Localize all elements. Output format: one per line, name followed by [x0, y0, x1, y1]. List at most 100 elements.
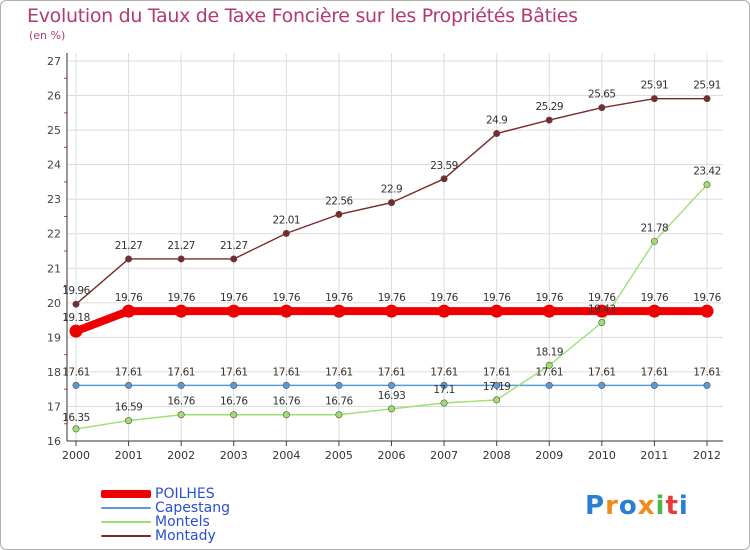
logo-letter: P [585, 491, 606, 521]
data-label-montady: 21.27 [167, 240, 195, 252]
y-tick-label: 19 [47, 331, 61, 344]
legend-item-montady: Montady [101, 529, 230, 543]
data-label-capestang: 17.61 [430, 366, 458, 378]
data-label-capestang: 17.61 [167, 366, 195, 378]
data-point-montady [545, 116, 553, 124]
data-label-montady: 24.9 [486, 115, 507, 127]
data-label-montels: 16.76 [325, 396, 353, 408]
legend-label: POILHES [155, 486, 215, 502]
data-point-montady [598, 104, 606, 112]
data-point-montels [125, 417, 133, 425]
data-point-capestang [387, 381, 395, 389]
legend-item-capestang: Capestang [101, 501, 230, 515]
x-tick-label: 2006 [378, 449, 406, 462]
data-point-poilhes [490, 304, 504, 318]
data-label-poilhes: 19.76 [641, 292, 669, 304]
x-tick-label: 2012 [693, 449, 721, 462]
data-point-montels [282, 411, 290, 419]
data-label-capestang: 17.61 [325, 366, 353, 378]
data-point-poilhes [700, 304, 714, 318]
data-label-poilhes: 19.76 [693, 292, 721, 304]
data-point-capestang [72, 381, 80, 389]
data-label-capestang: 17.61 [483, 366, 511, 378]
legend-swatch [101, 535, 151, 537]
x-tick-label: 2000 [62, 449, 90, 462]
legend-swatch [101, 490, 151, 498]
data-label-capestang: 17.61 [641, 366, 669, 378]
data-label-poilhes: 19.76 [273, 292, 301, 304]
data-label-poilhes: 19.76 [483, 292, 511, 304]
data-point-montady [177, 255, 185, 263]
data-point-montels [598, 319, 606, 327]
data-point-poilhes [279, 304, 293, 318]
data-point-capestang [650, 381, 658, 389]
data-point-capestang [703, 381, 711, 389]
logo-letter: o [618, 491, 638, 521]
y-tick-label: 17 [47, 400, 61, 413]
data-label-montady: 21.27 [220, 240, 248, 252]
data-label-montady: 25.91 [693, 80, 721, 92]
data-point-poilhes [174, 304, 188, 318]
y-tick-label: 18 [47, 366, 61, 379]
x-tick-label: 2003 [220, 449, 248, 462]
data-label-montady: 25.29 [535, 101, 563, 113]
data-label-montels: 16.76 [273, 396, 301, 408]
data-label-capestang: 17.61 [588, 366, 616, 378]
data-point-capestang [177, 381, 185, 389]
data-point-poilhes [542, 304, 556, 318]
data-point-montady [650, 95, 658, 103]
data-label-montady: 23.59 [430, 160, 458, 172]
proxiti-logo: Proxiti [585, 491, 689, 521]
data-point-montady [387, 199, 395, 207]
legend-item-poilhes: POILHES [101, 487, 230, 501]
data-point-montels [703, 181, 711, 189]
data-label-montady: 25.91 [641, 80, 669, 92]
y-tick-label: 23 [47, 193, 61, 206]
data-point-capestang [335, 381, 343, 389]
x-tick-label: 2008 [483, 449, 511, 462]
data-label-capestang: 17.61 [115, 366, 143, 378]
legend-swatch [101, 521, 151, 523]
data-label-poilhes: 19.76 [535, 292, 563, 304]
data-point-montady [282, 229, 290, 237]
data-label-poilhes: 19.18 [62, 312, 90, 324]
data-point-montady [230, 255, 238, 263]
y-tick-label: 24 [47, 159, 61, 172]
data-label-poilhes: 19.76 [430, 292, 458, 304]
legend-label: Montels [155, 514, 210, 530]
data-point-poilhes [69, 324, 83, 338]
data-label-montels: 16.93 [378, 390, 406, 402]
data-label-capestang: 17.61 [378, 366, 406, 378]
data-label-montady: 21.27 [115, 240, 143, 252]
data-point-poilhes [647, 304, 661, 318]
data-point-montady [72, 300, 80, 308]
data-point-capestang [440, 381, 448, 389]
data-point-montady [335, 210, 343, 218]
data-point-poilhes [332, 304, 346, 318]
y-tick-label: 20 [47, 297, 61, 310]
data-label-montels: 16.59 [115, 402, 143, 414]
y-tick-label: 21 [47, 262, 61, 275]
data-point-montels [545, 361, 553, 369]
data-label-poilhes: 19.76 [115, 292, 143, 304]
data-point-montels [387, 405, 395, 413]
chart-subtitle: (en %) [29, 29, 66, 42]
data-label-montels: 16.35 [62, 412, 90, 424]
y-tick-label: 25 [47, 124, 61, 137]
legend-label: Capestang [155, 500, 230, 516]
data-point-capestang [230, 381, 238, 389]
y-tick-label: 27 [47, 55, 61, 68]
data-point-poilhes [595, 304, 609, 318]
data-label-montels: 16.76 [167, 396, 195, 408]
data-point-montady [493, 130, 501, 138]
y-tick-label: 16 [47, 435, 61, 448]
data-point-capestang [493, 381, 501, 389]
data-point-capestang [598, 381, 606, 389]
logo-letter: i [655, 491, 666, 521]
data-point-montels [72, 425, 80, 433]
data-label-capestang: 17.61 [273, 366, 301, 378]
x-tick-label: 2001 [115, 449, 143, 462]
x-tick-label: 2011 [640, 449, 668, 462]
